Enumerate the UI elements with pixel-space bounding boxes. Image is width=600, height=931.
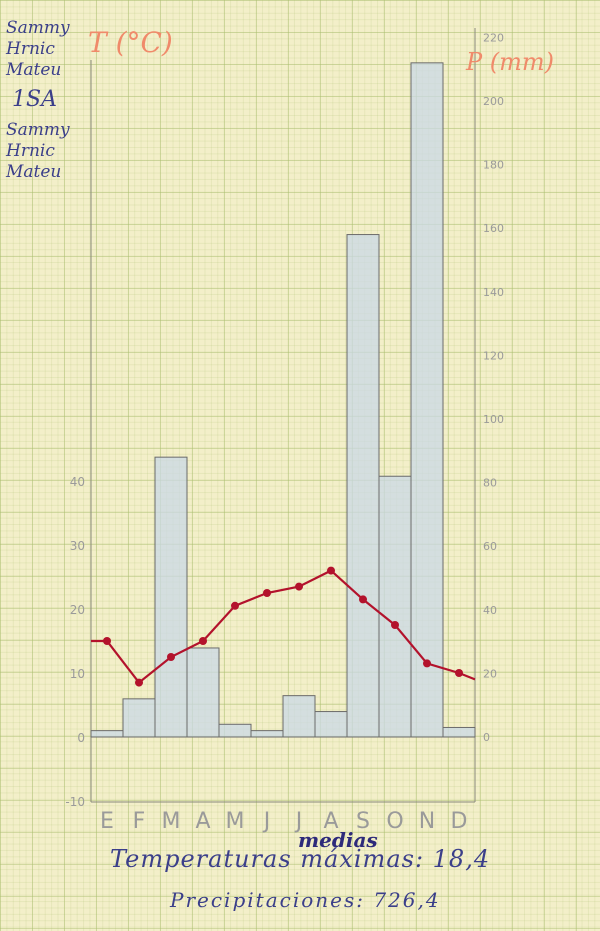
month-tick-label: E xyxy=(100,809,114,834)
precipitation-bar xyxy=(186,647,220,738)
precipitation-tick-label: 140 xyxy=(483,286,504,299)
temperature-point xyxy=(103,637,111,645)
temperature-polyline xyxy=(91,569,476,685)
precipitation-axis-title: P (mm) xyxy=(465,48,554,76)
month-tick-label: F xyxy=(133,809,146,834)
precipitation-bar xyxy=(154,456,188,738)
precipitation-tick-label: 180 xyxy=(483,159,504,172)
author-name-line: Hrnic xyxy=(6,141,55,161)
temperature-tick-label: 40 xyxy=(70,475,85,489)
author-block: Sammy Hrnic Mateu 1SA Sammy Hrnic Mateu xyxy=(6,18,106,183)
month-tick-label: M xyxy=(162,809,181,834)
temperature-point xyxy=(359,595,367,604)
temperature-line xyxy=(91,566,476,687)
temperature-tick-label: 10 xyxy=(70,667,85,681)
author-name-line: Hrnic xyxy=(6,39,55,59)
month-tick-label: O xyxy=(386,809,403,834)
author-name-line: Sammy xyxy=(6,120,70,140)
chart-axes xyxy=(90,28,476,803)
precipitation-bar xyxy=(314,711,348,738)
precipitation-tick-label: 160 xyxy=(483,222,504,235)
temperature-point xyxy=(423,659,431,668)
temperature-point xyxy=(135,678,143,687)
month-tick-label: M xyxy=(226,809,245,834)
class-label: 1SA xyxy=(12,87,57,112)
precipitation-tick-label: 0 xyxy=(483,731,490,744)
precipitation-bars xyxy=(90,62,476,738)
month-tick-label: N xyxy=(419,809,435,834)
month-tick-label: A xyxy=(323,809,338,834)
temperature-point xyxy=(263,589,271,597)
precipitation-bar xyxy=(90,730,124,738)
precipitation-tick-label: 40 xyxy=(483,604,497,617)
precipitation-bar xyxy=(442,726,476,738)
month-tick-label: J xyxy=(262,809,271,834)
precipitation-bar xyxy=(410,62,444,738)
precipitation-bar xyxy=(378,475,412,738)
precipitation-tick-label: 100 xyxy=(483,413,504,426)
precipitation-tick-label: 200 xyxy=(483,95,504,108)
temperature-tick-label: 30 xyxy=(70,539,85,553)
precipitation-bar xyxy=(282,695,316,738)
author-name-line: Mateu xyxy=(6,60,62,80)
temperature-axis-title: T (°C) xyxy=(88,26,173,59)
precipitation-tick-label: 60 xyxy=(483,540,497,553)
temperature-tick-label: 0 xyxy=(77,731,85,745)
precipitation-summary: Precipitaciones: 726,4 xyxy=(170,888,441,912)
precipitation-tick-label: 80 xyxy=(483,477,497,490)
medias-label: medias xyxy=(298,828,378,852)
author-name-line: Sammy xyxy=(6,18,70,38)
temperature-point xyxy=(391,621,399,629)
temperature-point xyxy=(199,637,207,645)
temperature-tick-label: 20 xyxy=(70,603,85,617)
temperature-point xyxy=(231,601,239,610)
precipitation-tick-label: 20 xyxy=(483,667,497,680)
month-tick-label: D xyxy=(451,809,468,834)
precipitation-bar xyxy=(346,234,380,738)
author-name-line: Mateu xyxy=(6,162,62,182)
chart-labels: -10 0 10 20 30 40 0 20 40 60 80 100 120 140 160 180 200 2… xyxy=(65,26,554,834)
precipitation-tick-label: 120 xyxy=(483,349,504,362)
precipitation-bar xyxy=(250,730,284,738)
temperature-summary: Temperaturas máximas: 18,4 xyxy=(110,845,491,873)
precipitation-tick-label: 220 xyxy=(483,31,504,44)
temperature-point xyxy=(327,566,335,575)
precipitation-bar xyxy=(122,698,156,738)
month-tick-label: J xyxy=(294,809,303,834)
month-tick-label: S xyxy=(356,809,370,834)
temperature-point xyxy=(455,669,463,677)
precipitation-bar xyxy=(218,723,252,738)
temperature-point xyxy=(167,653,175,661)
temperature-point xyxy=(295,582,303,591)
temperature-tick-label: -10 xyxy=(65,795,85,809)
month-tick-label: A xyxy=(195,809,210,834)
